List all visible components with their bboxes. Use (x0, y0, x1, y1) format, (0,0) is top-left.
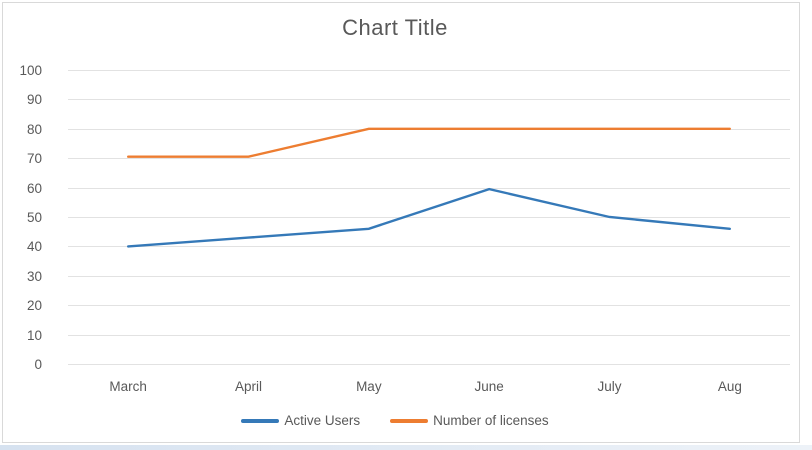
y-tick-label: 30 (27, 269, 42, 284)
y-tick-label: 10 (27, 328, 42, 343)
y-tick-label: 60 (27, 181, 42, 196)
series-line-active-users (126, 187, 731, 248)
x-category-label: April (235, 379, 262, 394)
y-tick-label: 50 (27, 210, 42, 225)
legend-label-number-of-licenses: Number of licenses (433, 413, 549, 428)
y-tick-label: 80 (27, 122, 42, 137)
y-tick-label: 100 (19, 63, 42, 78)
legend-swatch-number-of-licenses (390, 418, 429, 423)
legend-label-active-users: Active Users (284, 413, 361, 428)
y-tick-label: 70 (27, 151, 42, 166)
x-category-label: March (109, 379, 147, 394)
series-line-number-of-licenses (126, 127, 731, 158)
x-category-label: Aug (718, 379, 742, 394)
y-tick-label: 20 (27, 298, 42, 313)
legend-swatch-active-users (241, 418, 280, 423)
x-category-label: June (475, 379, 504, 394)
y-tick-label: 40 (27, 239, 42, 254)
y-tick-label: 0 (34, 357, 42, 372)
chart-title: Chart Title (342, 15, 448, 40)
legend-item-number-of-licenses: Number of licenses (390, 413, 549, 428)
x-category-label: May (356, 379, 382, 394)
y-tick-label: 90 (27, 92, 42, 107)
legend: Active Users Number of licenses (0, 413, 790, 428)
bottom-edge-strip (0, 445, 812, 450)
legend-item-active-users: Active Users (241, 413, 360, 428)
x-category-label: July (597, 379, 621, 394)
